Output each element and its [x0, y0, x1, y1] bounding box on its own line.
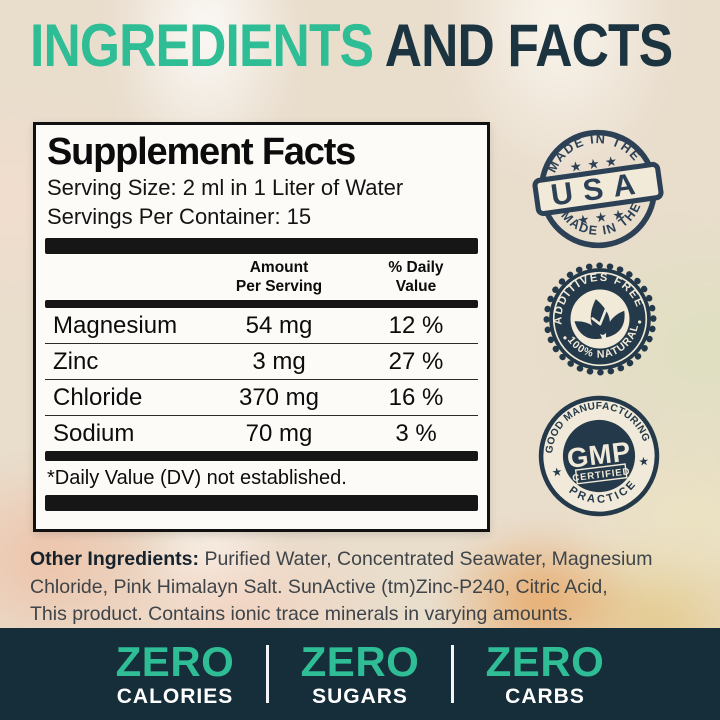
supplement-facts-panel: Supplement Facts Serving Size: 2 ml in 1… — [33, 122, 490, 532]
header-amount: Amount Per Serving — [204, 259, 354, 296]
title-highlight: INGREDIENTS — [30, 12, 374, 79]
row-name: Sodium — [53, 419, 135, 447]
zero-sugars: ZERO SUGARS — [275, 638, 445, 708]
leaf-icon — [574, 299, 625, 340]
divider-thick — [45, 238, 478, 255]
badge-additives-free: ADDITIVES FREE 100% NATURAL — [530, 249, 670, 389]
row-amount: 54 mg — [245, 311, 313, 339]
badge-made-in-usa: MADE IN THE ★ ★ ★ USA ★ ★ ★ MADE IN THE — [523, 114, 672, 263]
row-daily-value: 3 % — [395, 419, 437, 447]
header-dv-line1: % Daily — [388, 259, 444, 277]
gmp-certified-stamp-icon: GOOD MANUFACTURING PRACTICE ★ ★ GMP CERT… — [539, 395, 660, 517]
other-ingredients-label: Other Ingredients: — [30, 548, 200, 570]
divider — [266, 645, 269, 703]
row-name: Zinc — [53, 347, 99, 375]
table-row: Zinc 3 mg 27 % — [45, 344, 478, 380]
row-amount: 370 mg — [238, 383, 320, 411]
divider-thick — [45, 450, 478, 461]
zero-label: CARBS — [505, 685, 585, 708]
table-row: Sodium 70 mg 3 % — [45, 416, 478, 451]
row-name: Magnesium — [53, 311, 178, 339]
zero-label: SUGARS — [312, 685, 408, 708]
star-icon: ★ — [639, 456, 649, 468]
divider-thick — [45, 494, 478, 511]
title-rest: AND FACTS — [385, 12, 673, 79]
header-amount-line2: Per Serving — [235, 277, 323, 295]
serving-size: Serving Size: 2 ml in 1 Liter of Water — [47, 175, 404, 201]
table-row: Chloride 370 mg 16 % — [45, 380, 478, 416]
header-dv-line2: Value — [395, 277, 437, 295]
zero-label: CALORIES — [116, 685, 234, 708]
zero-calories: ZERO CALORIES — [90, 638, 260, 708]
badge-gmp-certified: GOOD MANUFACTURING PRACTICE ★ ★ GMP CERT… — [529, 386, 669, 526]
table-header: Amount Per Serving % Daily Value — [45, 254, 478, 300]
divider-medium — [45, 299, 478, 308]
other-ingredients: Other Ingredients: Purified Water, Conce… — [30, 546, 690, 629]
row-amount: 3 mg — [252, 347, 306, 375]
made-in-usa-stamp-icon: MADE IN THE ★ ★ ★ USA ★ ★ ★ MADE IN THE — [532, 126, 664, 249]
page-title: INGREDIENTS AND FACTS — [30, 12, 673, 79]
table-row: Magnesium 54 mg 12 % — [45, 308, 478, 344]
row-daily-value: 16 % — [388, 383, 444, 411]
divider — [451, 645, 454, 703]
zero-word: ZERO — [485, 638, 605, 685]
other-ingredients-line2: Chloride, Pink Himalayn Salt. SunActive … — [30, 575, 608, 598]
row-name: Chloride — [53, 383, 143, 411]
row-daily-value: 12 % — [388, 311, 444, 339]
row-daily-value: 27 % — [388, 347, 444, 375]
other-ingredients-line1-text: Purified Water, Concentrated Seawater, M… — [199, 548, 653, 570]
zero-word: ZERO — [115, 638, 235, 685]
zero-word: ZERO — [300, 638, 420, 685]
zero-claims-bar: ZERO CALORIES ZERO SUGARS ZERO CARBS — [0, 628, 720, 720]
row-amount: 70 mg — [245, 419, 313, 447]
title-rest-text: AND FACTS — [384, 12, 673, 79]
zero-carbs: ZERO CARBS — [460, 638, 630, 708]
servings-per-container: Servings Per Container: 15 — [47, 203, 312, 229]
daily-value-footnote: *Daily Value (DV) not established. — [47, 466, 347, 489]
star-icon: ★ — [552, 467, 562, 479]
additives-free-stamp-icon: ADDITIVES FREE 100% NATURAL — [544, 262, 657, 376]
facts-title: Supplement Facts — [47, 131, 356, 173]
other-ingredients-line3: This product. Contains ionic trace miner… — [30, 603, 573, 626]
header-amount-line1: Amount — [249, 259, 309, 277]
other-ingredients-line1: Other Ingredients: Purified Water, Conce… — [30, 546, 690, 574]
header-daily-value: % Daily Value — [354, 259, 478, 296]
